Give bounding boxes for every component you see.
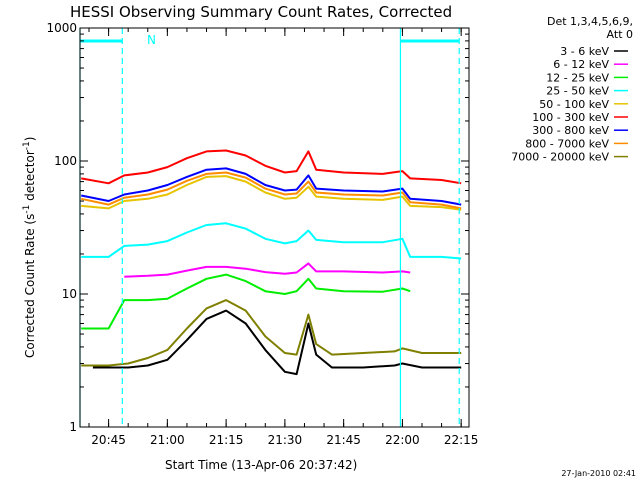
x-tick-label: 21:15 xyxy=(209,433,244,447)
legend-header-line1: Det 1,3,4,5,6,9, xyxy=(547,15,633,28)
legend-header-line2: Att 0 xyxy=(607,28,633,41)
x-axis-label: Start Time (13-Apr-06 20:37:42) xyxy=(165,458,357,472)
chart-title: HESSI Observing Summary Count Rates, Cor… xyxy=(70,3,452,21)
y-tick-label: 1000 xyxy=(46,21,77,35)
timestamp: 27-Jan-2010 02:41 xyxy=(561,469,636,478)
series-line-3 xyxy=(81,222,462,260)
series-line-1 xyxy=(124,262,411,278)
legend-label-8: 7000 - 20000 keV xyxy=(511,151,609,164)
series-line-4 xyxy=(81,175,462,211)
series-line-0 xyxy=(92,309,462,376)
x-tick-label: 21:00 xyxy=(150,433,185,447)
y-axis-label: Corrected Count Rate (s-1 detector-1) xyxy=(22,137,37,358)
legend-label-0: 3 - 6 keV xyxy=(560,45,609,58)
legend-label-3: 25 - 50 keV xyxy=(546,85,609,98)
legend-label-7: 800 - 7000 keV xyxy=(525,137,609,150)
series-line-8 xyxy=(81,299,462,367)
x-tick-label: 22:00 xyxy=(385,433,420,447)
x-tick-label: 21:30 xyxy=(268,433,303,447)
plot-frame xyxy=(79,27,470,428)
x-tick-label: 22:15 xyxy=(444,433,479,447)
series-line-2 xyxy=(81,273,411,330)
legend-label-5: 100 - 300 keV xyxy=(532,111,609,124)
y-axis-label-sup2: -1 xyxy=(22,141,32,150)
x-tick-label: 20:45 xyxy=(91,433,126,447)
legend-label-6: 300 - 800 keV xyxy=(532,124,609,137)
y-axis-label-suffix: ) xyxy=(23,137,37,142)
legend-label-4: 50 - 100 keV xyxy=(539,98,609,111)
series-line-5 xyxy=(81,149,462,185)
legend-label-2: 12 - 25 keV xyxy=(546,71,609,84)
series-layer xyxy=(80,149,462,376)
y-tick-label: 100 xyxy=(54,154,77,168)
y-tick-label: 10 xyxy=(62,287,77,301)
x-tick-label: 21:45 xyxy=(326,433,361,447)
y-axis-label-sup1: -1 xyxy=(22,205,32,214)
series-line-6 xyxy=(81,167,462,206)
y-axis-label-prefix: Corrected Count Rate (s xyxy=(23,214,37,358)
plot-area: N xyxy=(79,27,470,428)
x-axis: 20:45 21:00 21:15 21:30 21:45 22:00 22:15 xyxy=(88,28,479,447)
legend-label-1: 6 - 12 keV xyxy=(553,58,609,71)
y-tick-label: 1 xyxy=(69,420,77,434)
night-label: N xyxy=(147,33,156,47)
y-axis: 1 10 100 1000 xyxy=(46,21,469,434)
y-axis-label-mid: detector xyxy=(23,150,37,205)
series-line-7 xyxy=(80,171,462,210)
